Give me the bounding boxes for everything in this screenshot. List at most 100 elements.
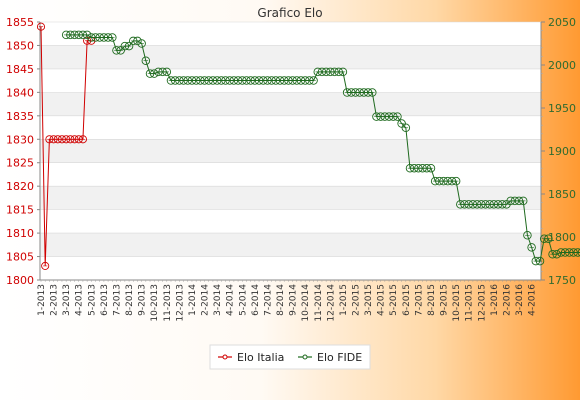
x-tick-label: 6-2013 [100, 284, 110, 316]
data-point-elo-italia [36, 22, 46, 31]
right-tick-label: 1900 [548, 145, 576, 158]
x-tick-label: 5-2014 [238, 284, 248, 316]
legend-item-elo-italia: Elo Italia [218, 351, 284, 364]
legend-marker-elo-fide [302, 354, 308, 360]
data-point-elo-fide [573, 248, 580, 257]
x-tick-label: 3-2014 [213, 284, 223, 316]
x-tick-label: 5-2013 [87, 284, 97, 316]
x-tick-label: 1-2015 [339, 284, 349, 316]
legend-label-elo-italia: Elo Italia [237, 351, 284, 364]
chart-title: Grafico Elo [257, 6, 322, 20]
left-tick-label: 1850 [6, 39, 34, 52]
data-point-elo-fide [527, 243, 536, 252]
data-point-elo-fide [162, 67, 172, 77]
left-tick-label: 1810 [6, 227, 34, 240]
right-tick-label: 1800 [548, 231, 576, 244]
x-tick-label: 9-2013 [138, 284, 148, 316]
legend-label-elo-fide: Elo FIDE [317, 351, 362, 364]
left-tick-label: 1825 [6, 157, 34, 170]
data-point-elo-fide [544, 234, 553, 243]
legend-marker-elo-italia [222, 354, 228, 360]
legend-box [209, 344, 371, 370]
x-tick-label: 6-2014 [251, 284, 261, 316]
x-tick-label: 8-2014 [276, 284, 286, 316]
right-tick-label: 2000 [548, 59, 576, 72]
data-point-elo-fide [124, 41, 134, 51]
grid-band [40, 233, 541, 257]
x-tick-label: 12-2014 [326, 284, 336, 322]
right-tick-label: 1950 [548, 102, 576, 115]
x-tick-label: 9-2014 [289, 284, 299, 316]
data-point-elo-fide [338, 67, 348, 77]
x-tick-label: 12-2015 [477, 284, 487, 322]
left-tick-label: 1805 [6, 251, 34, 264]
x-tick-label: 8-2015 [427, 284, 437, 316]
data-point-elo-fide [82, 30, 92, 40]
data-point-elo-italia [78, 135, 87, 144]
x-tick-label: 2-2015 [351, 284, 361, 316]
x-tick-label: 4-2014 [226, 284, 236, 316]
x-tick-label: 9-2015 [440, 284, 450, 316]
data-point-elo-fide [137, 39, 146, 48]
grid-band [40, 139, 541, 163]
right-tick-label: 1850 [548, 188, 576, 201]
x-tick-label: 11-2015 [465, 284, 475, 322]
data-point-elo-fide [401, 123, 411, 133]
right-tick-label: 1750 [548, 274, 576, 287]
x-tick-label: 10-2013 [150, 284, 160, 322]
data-point-elo-fide [451, 176, 461, 186]
x-tick-label: 6-2015 [402, 284, 412, 316]
data-point-elo-fide [393, 112, 402, 121]
data-point-elo-fide [552, 249, 562, 259]
x-tick-label: 2-2014 [201, 284, 211, 316]
data-point-elo-italia [41, 261, 50, 270]
left-tick-label: 1845 [6, 63, 34, 76]
left-tick-label: 1820 [6, 180, 34, 193]
x-tick-label: 3-2015 [364, 284, 374, 316]
data-point-elo-fide [518, 196, 528, 206]
data-point-elo-fide [141, 56, 151, 65]
data-point-elo-fide [108, 33, 117, 42]
data-point-elo-fide [426, 163, 436, 173]
x-tick-label: 7-2014 [263, 284, 273, 316]
x-tick-label: 7-2015 [414, 284, 424, 316]
grid-band [40, 92, 541, 116]
x-tick-label: 1-2014 [188, 284, 198, 316]
left-tick-label: 1840 [6, 86, 34, 99]
left-tick-label: 1830 [6, 133, 34, 146]
x-tick-label: 2-2013 [50, 284, 60, 316]
legend-item-elo-fide: Elo FIDE [298, 351, 362, 364]
x-tick-label: 4-2016 [528, 284, 538, 316]
data-point-elo-fide [523, 231, 532, 240]
plot-area: 1800 1805 1810 1815 1820 1825 1830 1835 1840 1845… [6, 16, 580, 322]
grid-band [40, 45, 541, 69]
x-tick-label: 1-2016 [490, 284, 500, 316]
x-tick-label: 4-2013 [75, 284, 85, 316]
x-tick-label: 4-2015 [377, 284, 387, 316]
data-point-elo-fide [149, 69, 159, 78]
x-tick-label: 11-2013 [163, 284, 173, 322]
legend: Elo Italia Elo FIDE [209, 344, 371, 370]
x-tick-label: 10-2015 [452, 284, 462, 322]
grid-band [40, 186, 541, 210]
x-tick-label: 1-2013 [37, 284, 47, 316]
x-tick-label: 10-2014 [301, 284, 311, 322]
x-tick-label: 3-2013 [62, 284, 72, 316]
data-point-elo-fide [577, 248, 580, 257]
x-tick-label: 8-2013 [125, 284, 135, 316]
left-tick-label: 1815 [6, 204, 34, 217]
data-point-elo-fide [368, 88, 377, 97]
x-tick-label: 12-2013 [175, 284, 185, 322]
data-point-elo-fide [535, 256, 545, 266]
data-point-elo-fide [309, 76, 318, 85]
x-tick-label: 2-2016 [502, 284, 512, 316]
left-tick-label: 1835 [6, 110, 34, 123]
x-tick-label: 11-2014 [314, 284, 324, 322]
left-tick-label: 1800 [6, 274, 34, 287]
right-tick-label: 2050 [548, 16, 576, 29]
left-tick-label: 1855 [6, 16, 34, 29]
x-tick-label: 3-2016 [515, 284, 525, 316]
x-tick-label: 7-2013 [112, 284, 122, 316]
